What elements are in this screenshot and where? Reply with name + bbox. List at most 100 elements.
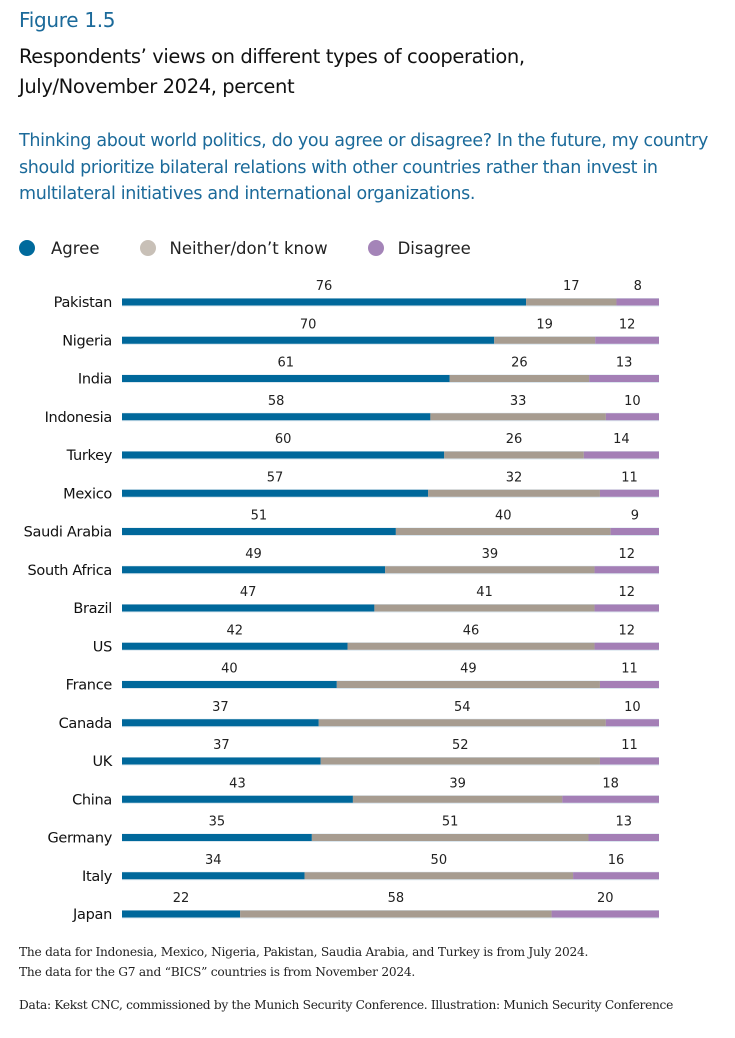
bar-row: Japan 22 58 20 (72, 891, 659, 923)
value-label-agree: 61 (278, 356, 295, 371)
legend-label-disagree: Disagree (397, 238, 471, 258)
bar-segment-disagree (594, 566, 659, 574)
value-label-agree: 60 (275, 432, 292, 447)
note-line-1: The data for Indonesia, Mexico, Nigeria,… (19, 945, 589, 959)
note-line-2: The data for the G7 and “BICS” countries… (19, 965, 415, 979)
bar-segment-disagree (573, 872, 659, 880)
bar-segment-disagree (589, 375, 659, 382)
bar-segment-neither (320, 757, 600, 765)
bar-row: US 42 46 12 (93, 623, 659, 655)
bar-row: Brazil 47 41 12 (73, 585, 659, 617)
bar-segment-neither (304, 872, 574, 880)
bar-row: Indonesia 58 33 10 (45, 394, 659, 426)
bar-segment-agree (122, 719, 319, 727)
legend-label-neither: Neither/don’t know (169, 238, 328, 258)
category-label: Saudi Arabia (24, 525, 112, 541)
value-label-disagree: 12 (619, 585, 636, 600)
legend-item-neither: Neither/don’t know (139, 238, 328, 258)
value-label-neither: 39 (482, 547, 499, 562)
value-label-disagree: 11 (621, 738, 638, 753)
category-label: Indonesia (45, 410, 112, 426)
category-label: France (66, 678, 113, 694)
bar-segment-neither (385, 566, 595, 574)
category-label: Brazil (73, 601, 112, 617)
value-label-neither: 52 (452, 738, 469, 753)
bar-row: China 43 39 18 (72, 776, 659, 808)
legend: Agree Neither/don’t know Disagree (19, 236, 511, 260)
value-label-neither: 19 (536, 317, 553, 332)
legend-item-disagree: Disagree (367, 238, 471, 258)
value-label-agree: 58 (268, 394, 285, 409)
value-label-disagree: 16 (608, 853, 625, 868)
bar-row: South Africa 49 39 12 (27, 547, 659, 579)
category-label: South Africa (27, 563, 112, 579)
bar-segment-disagree (605, 719, 659, 727)
category-label: Pakistan (54, 295, 112, 311)
value-label-disagree: 12 (619, 623, 636, 638)
bar-segment-disagree (594, 642, 659, 650)
bar-segment-disagree (599, 757, 659, 765)
category-label: Nigeria (62, 333, 112, 349)
value-label-disagree: 8 (634, 279, 642, 294)
value-label-disagree: 11 (621, 470, 638, 485)
bar-segment-disagree (588, 834, 659, 841)
bar-segment-agree (122, 566, 386, 574)
bar-segment-disagree (594, 604, 659, 612)
value-label-neither: 17 (563, 279, 580, 294)
bar-segment-neither (352, 795, 563, 803)
bar-row: India 61 26 13 (78, 356, 659, 388)
chart-title-line-2: July/November 2024, percent (19, 75, 295, 98)
value-label-neither: 50 (431, 853, 448, 868)
bar-row: Mexico 57 32 11 (63, 470, 659, 502)
value-label-disagree: 12 (619, 547, 636, 562)
bar-segment-agree (122, 872, 305, 880)
bar-segment-agree (122, 795, 353, 803)
category-label: Italy (82, 869, 113, 885)
bar-segment-agree (122, 834, 312, 841)
value-label-agree: 34 (205, 853, 222, 868)
bar-segment-disagree (583, 451, 659, 459)
bar-segment-neither (444, 451, 584, 459)
legend-item-agree: Agree (19, 239, 100, 258)
category-label: Canada (59, 716, 112, 732)
value-label-agree: 22 (173, 891, 190, 906)
bar-segment-neither (336, 681, 600, 688)
bar-segment-disagree (562, 795, 659, 803)
bar-segment-agree (122, 528, 396, 535)
bar-segment-neither (347, 642, 595, 650)
category-label: Mexico (63, 486, 112, 502)
figure-label: Figure 1.5 (19, 8, 116, 32)
category-label: India (78, 372, 112, 388)
bar-segment-disagree (595, 336, 659, 344)
bar-segment-agree (122, 451, 445, 459)
value-label-neither: 32 (506, 470, 523, 485)
value-label-disagree: 13 (616, 356, 633, 371)
bar-row: Germany 35 51 13 (47, 815, 659, 847)
bar-row: Nigeria 70 19 12 (62, 317, 659, 349)
value-label-agree: 70 (300, 317, 317, 332)
bar-row: UK 37 52 11 (92, 738, 659, 770)
bar-row: France 40 49 11 (66, 662, 659, 694)
bar-segment-neither (449, 375, 590, 382)
legend-swatch-agree (19, 240, 35, 256)
value-label-neither: 51 (442, 815, 459, 830)
bar-segment-agree (122, 298, 527, 306)
bar-segment-neither (318, 719, 606, 727)
value-label-neither: 58 (388, 891, 405, 906)
bar-segment-agree (122, 910, 241, 918)
bar-segment-neither (374, 604, 595, 612)
value-label-agree: 76 (316, 279, 333, 294)
bar-segment-neither (395, 528, 611, 535)
value-label-disagree: 11 (621, 662, 638, 677)
category-label: US (93, 639, 112, 655)
bar-row: Pakistan 76 17 8 (54, 279, 659, 311)
legend-swatch-disagree (367, 240, 384, 256)
category-label: UK (92, 754, 112, 770)
bar-row: Saudi Arabia 51 40 9 (24, 509, 659, 541)
bar-segment-neither (494, 336, 596, 344)
value-label-disagree: 14 (613, 432, 630, 447)
bar-segment-agree (122, 757, 321, 765)
legend-swatch-neither (139, 240, 156, 256)
value-label-neither: 49 (460, 662, 477, 677)
bar-segment-disagree (605, 413, 659, 421)
